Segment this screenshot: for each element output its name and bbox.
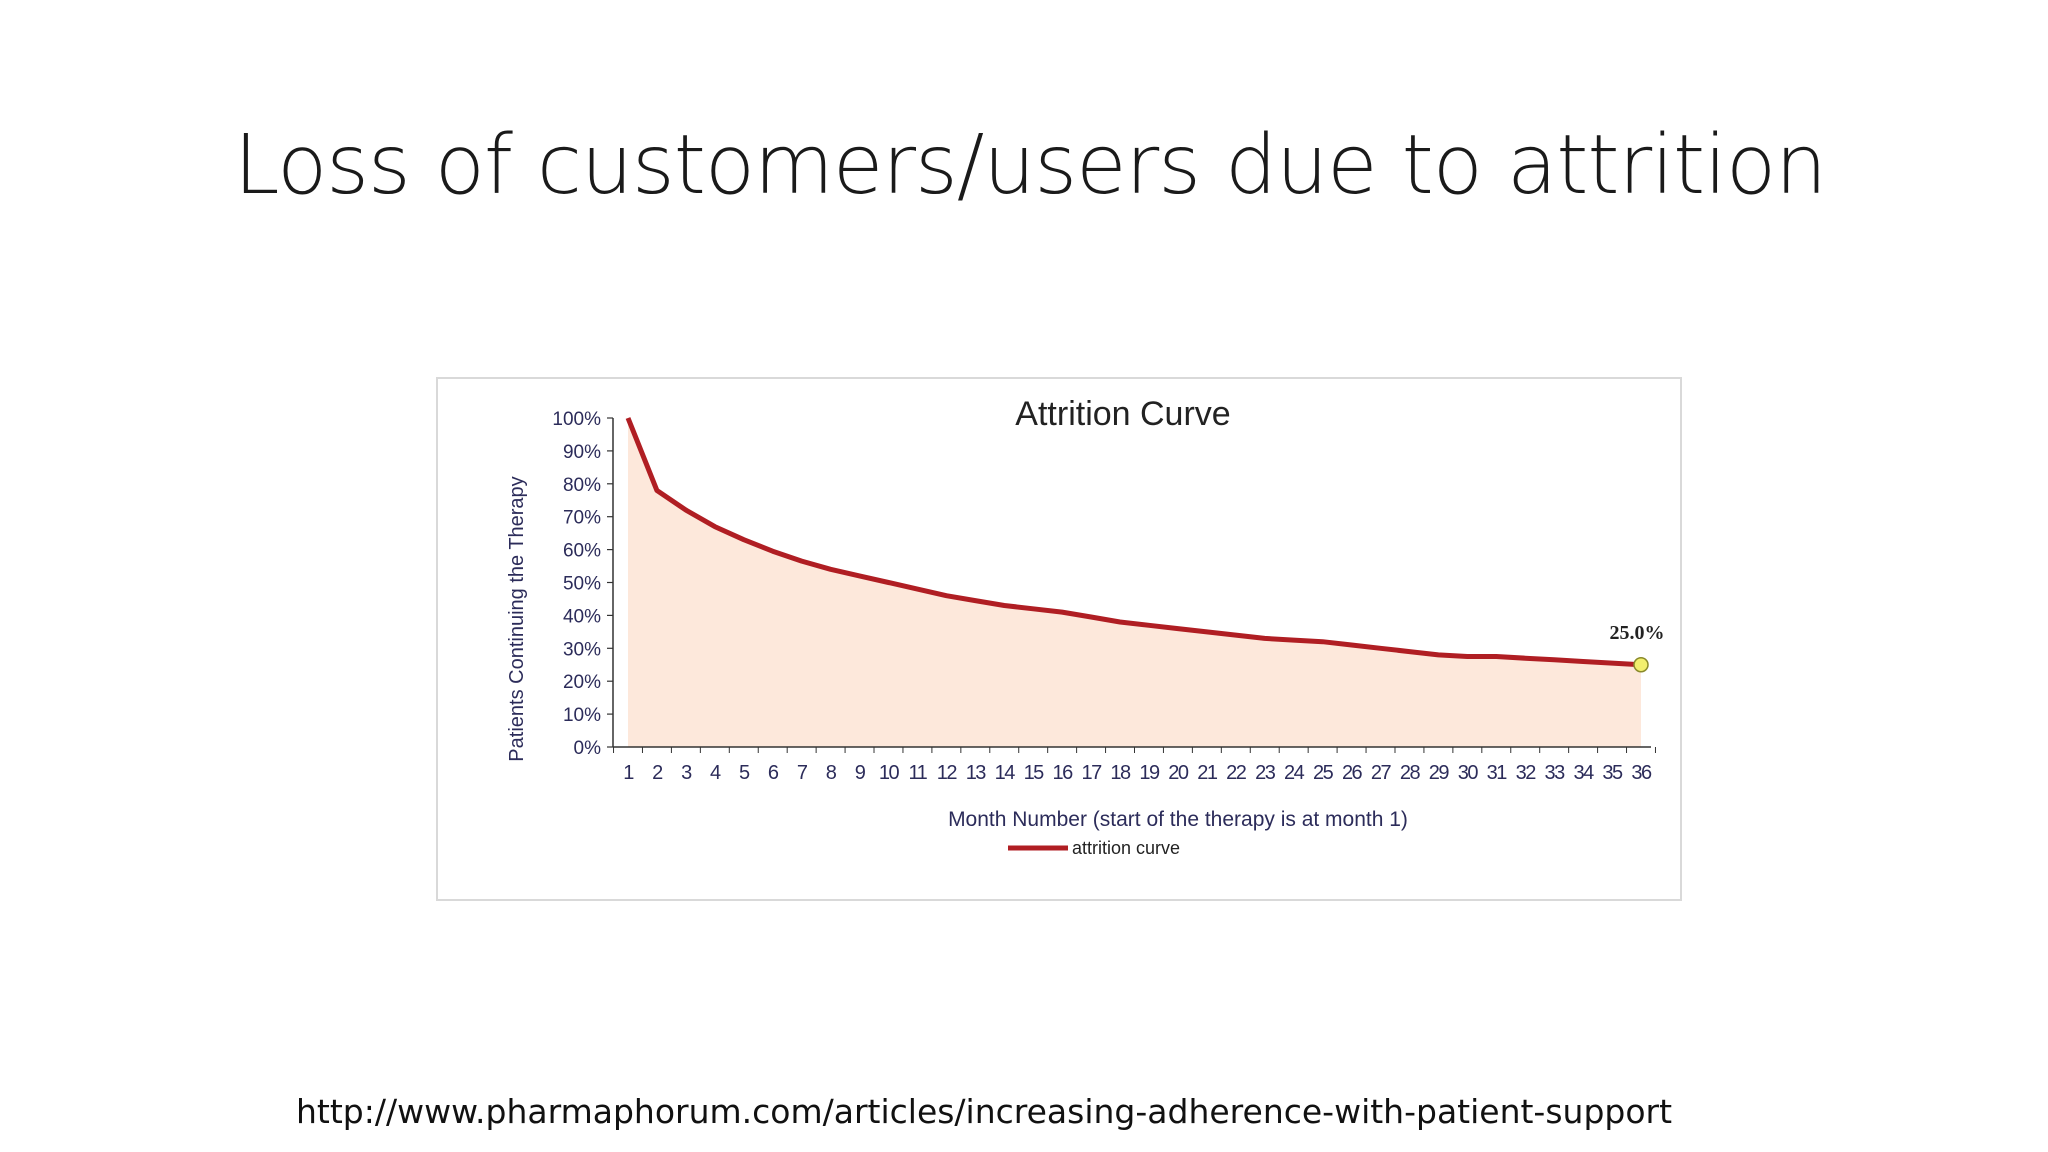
x-tick-label: 9 bbox=[855, 762, 866, 784]
x-tick-label: 3 bbox=[681, 762, 692, 784]
y-tick-label: 30% bbox=[563, 639, 601, 660]
x-tick-label: 23 bbox=[1255, 762, 1276, 784]
x-tick-label: 26 bbox=[1342, 762, 1363, 784]
x-tick-label: 27 bbox=[1371, 762, 1392, 784]
legend-label: attrition curve bbox=[1072, 838, 1180, 858]
y-tick-label: 20% bbox=[563, 672, 601, 693]
x-tick-label: 13 bbox=[966, 762, 987, 784]
x-tick-label: 17 bbox=[1081, 762, 1102, 784]
x-tick-label: 1 bbox=[623, 762, 634, 784]
data-label: 25.0% bbox=[1610, 622, 1665, 644]
x-tick-label: 30 bbox=[1458, 762, 1479, 784]
attrition-chart: Attrition Curve Patients Continuing the … bbox=[506, 395, 1665, 858]
y-tick-label: 70% bbox=[563, 508, 601, 529]
x-tick-label: 11 bbox=[909, 762, 928, 784]
series-line-attrition-curve bbox=[625, 417, 1642, 668]
x-tick-label: 28 bbox=[1400, 762, 1421, 784]
x-tick-label: 21 bbox=[1197, 762, 1218, 784]
chart-frame: Attrition Curve Patients Continuing the … bbox=[436, 377, 1682, 901]
y-tick-label: 80% bbox=[563, 475, 601, 496]
x-tick-label: 14 bbox=[995, 762, 1016, 784]
x-tick-label: 32 bbox=[1516, 762, 1537, 784]
x-tick-label: 24 bbox=[1284, 762, 1305, 784]
y-tick-label: 40% bbox=[563, 606, 601, 627]
x-tick-label: 29 bbox=[1429, 762, 1450, 784]
x-tick-label: 5 bbox=[739, 762, 750, 784]
x-tick-label: 20 bbox=[1168, 762, 1189, 784]
source-link[interactable]: http://www.pharmaphorum.com/articles/inc… bbox=[296, 1092, 1673, 1131]
x-tick-label: 18 bbox=[1110, 762, 1131, 784]
y-tick-label: 100% bbox=[552, 409, 601, 430]
x-tick-label: 16 bbox=[1053, 762, 1074, 784]
y-axis-label: Patients Continuing the Therapy bbox=[506, 476, 528, 761]
y-tick-label: 50% bbox=[563, 574, 601, 595]
plot-area: 0%10%20%30%40%50%60%70%80%90%100%1 2 3 4 5 6 7… bbox=[552, 409, 1664, 784]
x-tick-label: 22 bbox=[1226, 762, 1247, 784]
y-tick-label: 0% bbox=[574, 738, 602, 759]
x-tick-label: 4 bbox=[710, 762, 721, 784]
y-tick-label: 60% bbox=[563, 541, 601, 562]
x-tick-label: 2 bbox=[652, 762, 663, 784]
x-tick-label: 36 bbox=[1631, 762, 1652, 784]
x-tick-label: 31 bbox=[1487, 762, 1508, 784]
endpoint-marker bbox=[1633, 657, 1649, 673]
y-tick-label: 90% bbox=[563, 442, 601, 463]
x-tick-label: 34 bbox=[1573, 762, 1594, 784]
x-tick-label: 8 bbox=[826, 762, 837, 784]
x-tick-label: 12 bbox=[937, 762, 958, 784]
x-tick-label: 6 bbox=[768, 762, 779, 784]
chart-title: Attrition Curve bbox=[1015, 395, 1230, 433]
x-tick-label: 10 bbox=[879, 762, 900, 784]
slide-title: Loss of customers/users due to attrition bbox=[233, 118, 1827, 213]
area-fill bbox=[628, 418, 1641, 747]
x-tick-label: 33 bbox=[1545, 762, 1566, 784]
y-tick-label: 10% bbox=[563, 705, 601, 726]
x-axis-label: Month Number (start of the therapy is at… bbox=[948, 808, 1408, 831]
x-tick-label: 19 bbox=[1139, 762, 1160, 784]
x-tick-label: 35 bbox=[1602, 762, 1623, 784]
x-tick-label: 15 bbox=[1024, 762, 1045, 784]
x-tick-label: 25 bbox=[1313, 762, 1334, 784]
x-tick-label: 7 bbox=[797, 762, 808, 784]
